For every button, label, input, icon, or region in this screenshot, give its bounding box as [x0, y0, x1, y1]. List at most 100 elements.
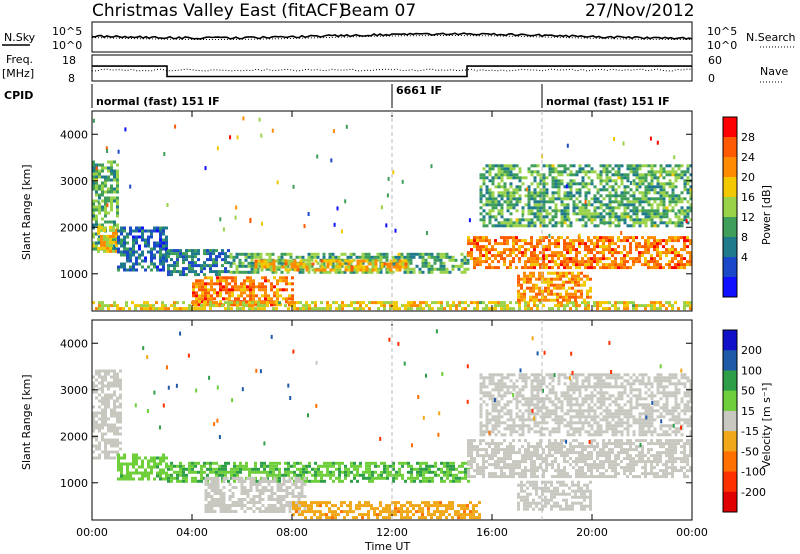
data-cell: [515, 185, 519, 189]
data-cell: [485, 454, 488, 458]
data-cell: [356, 467, 359, 471]
data-cell: [503, 242, 506, 246]
data-cell: [210, 282, 213, 286]
data-cell: [559, 277, 562, 281]
data-cell: [473, 439, 476, 443]
data-cell: [221, 304, 224, 308]
data-cell: [461, 307, 464, 311]
data-cell: [222, 501, 226, 504]
data-cell: [671, 173, 675, 177]
data-cell: [395, 470, 398, 474]
data-cell: [572, 194, 576, 198]
data-cell: [210, 288, 213, 292]
data-cell: [467, 454, 470, 458]
data-cell: [247, 264, 251, 268]
data-cell: [329, 470, 332, 474]
data-cell: [371, 301, 374, 305]
data-cell: [167, 252, 170, 256]
data-cell: [400, 507, 403, 511]
data-cell: [229, 270, 233, 274]
data-cell: [521, 239, 524, 243]
data-cell: [578, 445, 581, 449]
data-cell: [116, 426, 119, 430]
data-cell: [376, 513, 379, 517]
data-cell: [409, 270, 413, 274]
data-cell: [515, 164, 519, 168]
data-cell: [662, 185, 666, 189]
data-cell: [110, 444, 113, 448]
data-cell: [107, 196, 110, 200]
data-cell: [674, 173, 678, 177]
data-cell: [542, 224, 546, 228]
data-cell: [95, 205, 98, 209]
data-cell: [232, 270, 236, 274]
data-cell: [466, 261, 470, 265]
data-cell: [506, 170, 510, 174]
data-cell: [653, 257, 656, 261]
data-cell: [98, 405, 101, 409]
data-cell: [439, 513, 442, 517]
data-cell: [109, 225, 112, 229]
data-cell: [224, 252, 227, 256]
data-cell: [162, 259, 165, 263]
data-cell: [500, 176, 504, 180]
data-cell: [380, 473, 383, 477]
data-cell: [665, 224, 669, 228]
data-cell: [557, 304, 560, 308]
data-cell: [460, 513, 463, 517]
data-cell: [330, 158, 333, 163]
data-cell: [509, 218, 513, 222]
data-cell: [593, 260, 596, 264]
data-cell: [167, 267, 170, 271]
data-cell: [293, 265, 297, 269]
data-cell: [135, 241, 138, 245]
data-cell: [395, 265, 399, 269]
data-cell: [533, 466, 536, 470]
data-cell: [165, 477, 168, 481]
data-cell: [287, 461, 290, 465]
data-cell: [529, 274, 532, 278]
data-cell: [279, 507, 283, 510]
data-cell: [554, 445, 557, 449]
data-cell: [191, 261, 194, 265]
data-cell: [231, 492, 235, 495]
data-cell: [361, 270, 365, 274]
data-cell: [116, 384, 119, 388]
data-cell: [216, 291, 219, 295]
data-cell: [488, 218, 492, 222]
data-cell: [584, 304, 587, 308]
data-cell: [515, 242, 518, 246]
data-cell: [644, 212, 648, 216]
data-cell: [539, 191, 543, 195]
data-cell: [385, 507, 388, 511]
data-cell: [185, 479, 188, 483]
data-cell: [551, 182, 555, 186]
data-cell: [119, 414, 122, 418]
data-cell: [323, 461, 326, 465]
data-cell: [243, 285, 246, 289]
data-cell: [128, 307, 131, 311]
data-cell: [332, 268, 336, 272]
data-cell: [497, 209, 501, 213]
data-cell: [270, 507, 274, 510]
data-cell: [235, 205, 238, 210]
data-cell: [250, 261, 254, 265]
data-cell: [506, 239, 509, 243]
data-cell: [254, 259, 258, 263]
data-cell: [104, 411, 107, 415]
data-cell: [150, 268, 153, 272]
data-cell: [388, 504, 391, 508]
noise-right-tick-lo: 10^0: [707, 39, 737, 52]
data-cell: [536, 254, 539, 258]
data-cell: [288, 510, 292, 513]
data-cell: [463, 510, 466, 514]
data-cell: [559, 295, 562, 299]
data-cell: [113, 444, 116, 448]
data-cell: [159, 235, 162, 239]
data-cell: [141, 459, 144, 463]
freq-tick-hi: 18: [62, 54, 76, 67]
data-cell: [494, 442, 497, 446]
data-cell: [659, 304, 662, 308]
data-cell: [689, 194, 693, 198]
data-cell: [611, 304, 614, 308]
